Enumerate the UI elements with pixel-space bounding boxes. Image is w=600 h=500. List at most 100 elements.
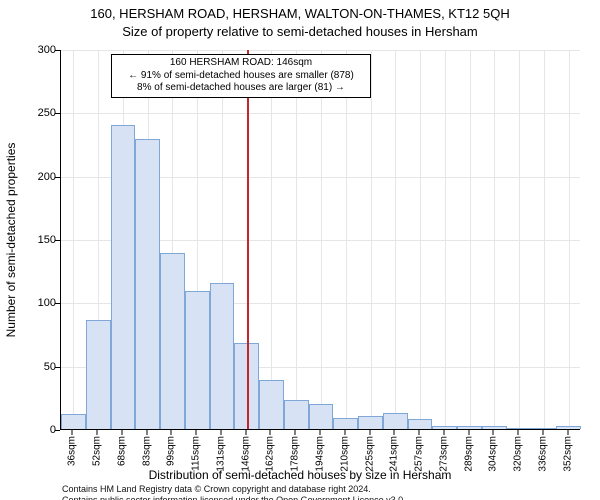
gridline-v	[346, 50, 347, 429]
xtick-label: 99sqm	[166, 436, 177, 466]
gridline-v	[519, 50, 520, 429]
ytick-mark	[55, 177, 60, 178]
histogram-bar	[507, 428, 532, 429]
xtick-label: 304sqm	[488, 436, 499, 472]
footer-copyright-1: Contains HM Land Registry data © Crown c…	[62, 484, 582, 494]
histogram-bar	[185, 291, 210, 429]
annotation-line: 8% of semi-detached houses are larger (8…	[116, 82, 366, 95]
xtick-mark	[567, 430, 568, 435]
xtick-label: 320sqm	[513, 436, 524, 472]
histogram-bar	[556, 426, 581, 429]
ytick-mark	[55, 50, 60, 51]
plot-area: 160 HERSHAM ROAD: 146sqm← 91% of semi-de…	[60, 50, 580, 430]
xtick-mark	[97, 430, 98, 435]
histogram-bar	[160, 253, 185, 429]
xtick-mark	[468, 430, 469, 435]
xtick-label: 36sqm	[67, 436, 78, 466]
xtick-mark	[295, 430, 296, 435]
annotation-line: 160 HERSHAM ROAD: 146sqm	[116, 57, 366, 70]
xtick-label: 257sqm	[414, 436, 425, 472]
ytick-label: 100	[24, 297, 56, 309]
xtick-label: 210sqm	[339, 436, 350, 472]
ytick-label: 200	[24, 171, 56, 183]
footer-copyright-2: Contains public sector information licen…	[62, 495, 582, 500]
reference-line	[247, 50, 249, 429]
xtick-mark	[394, 430, 395, 435]
xtick-mark	[270, 430, 271, 435]
annotation-box: 160 HERSHAM ROAD: 146sqm← 91% of semi-de…	[111, 54, 371, 98]
xtick-mark	[419, 430, 420, 435]
xtick-label: 225sqm	[364, 436, 375, 472]
xtick-mark	[121, 430, 122, 435]
ytick-label: 150	[24, 234, 56, 246]
ytick-mark	[55, 367, 60, 368]
chart-container: 160, HERSHAM ROAD, HERSHAM, WALTON-ON-TH…	[0, 0, 600, 500]
gridline-v	[420, 50, 421, 429]
xtick-mark	[72, 430, 73, 435]
xtick-label: 289sqm	[463, 436, 474, 472]
gridline-v	[321, 50, 322, 429]
histogram-bar	[531, 428, 556, 429]
gridline-v	[494, 50, 495, 429]
title-address: 160, HERSHAM ROAD, HERSHAM, WALTON-ON-TH…	[0, 6, 600, 21]
ytick-mark	[55, 303, 60, 304]
histogram-bar	[259, 380, 284, 429]
y-axis-label: Number of semi-detached properties	[4, 143, 18, 338]
annotation-line: ← 91% of semi-detached houses are smalle…	[116, 70, 366, 83]
xtick-label: 336sqm	[537, 436, 548, 472]
xtick-mark	[518, 430, 519, 435]
gridline-v	[395, 50, 396, 429]
xtick-label: 83sqm	[141, 436, 152, 466]
gridline-v	[569, 50, 570, 429]
histogram-bar	[358, 416, 383, 429]
gridline-v	[470, 50, 471, 429]
xtick-label: 273sqm	[438, 436, 449, 472]
histogram-bar	[457, 426, 482, 429]
xtick-mark	[542, 430, 543, 435]
xtick-mark	[171, 430, 172, 435]
xtick-mark	[344, 430, 345, 435]
histogram-bar	[210, 283, 235, 429]
xtick-label: 146sqm	[240, 436, 251, 472]
xtick-label: 241sqm	[389, 436, 400, 472]
gridline-v	[445, 50, 446, 429]
xtick-label: 178sqm	[290, 436, 301, 472]
xtick-mark	[369, 430, 370, 435]
histogram-bar	[284, 400, 309, 429]
ytick-mark	[55, 240, 60, 241]
xtick-label: 52sqm	[92, 436, 103, 466]
gridline-v	[271, 50, 272, 429]
histogram-bar	[86, 320, 111, 429]
histogram-bar	[111, 125, 136, 429]
histogram-bar	[135, 139, 160, 429]
histogram-bar	[61, 414, 86, 429]
ytick-label: 0	[24, 424, 56, 436]
ytick-mark	[55, 430, 60, 431]
title-subtitle: Size of property relative to semi-detach…	[0, 24, 600, 39]
xtick-mark	[493, 430, 494, 435]
xtick-mark	[443, 430, 444, 435]
xtick-mark	[220, 430, 221, 435]
gridline-v	[544, 50, 545, 429]
ytick-label: 250	[24, 107, 56, 119]
ytick-label: 300	[24, 44, 56, 56]
ytick-mark	[55, 113, 60, 114]
gridline-v	[73, 50, 74, 429]
histogram-bar	[333, 418, 358, 429]
xtick-mark	[146, 430, 147, 435]
ytick-label: 50	[24, 361, 56, 373]
xtick-label: 352sqm	[562, 436, 573, 472]
xtick-mark	[196, 430, 197, 435]
histogram-bar	[408, 419, 433, 429]
xtick-label: 162sqm	[265, 436, 276, 472]
gridline-v	[296, 50, 297, 429]
xtick-mark	[320, 430, 321, 435]
xtick-label: 194sqm	[315, 436, 326, 472]
histogram-bar	[309, 404, 334, 429]
histogram-bar	[432, 426, 457, 429]
histogram-bar	[383, 413, 408, 429]
xtick-label: 68sqm	[116, 436, 127, 466]
xtick-label: 115sqm	[191, 436, 202, 471]
xtick-label: 131sqm	[215, 436, 226, 472]
gridline-v	[371, 50, 372, 429]
